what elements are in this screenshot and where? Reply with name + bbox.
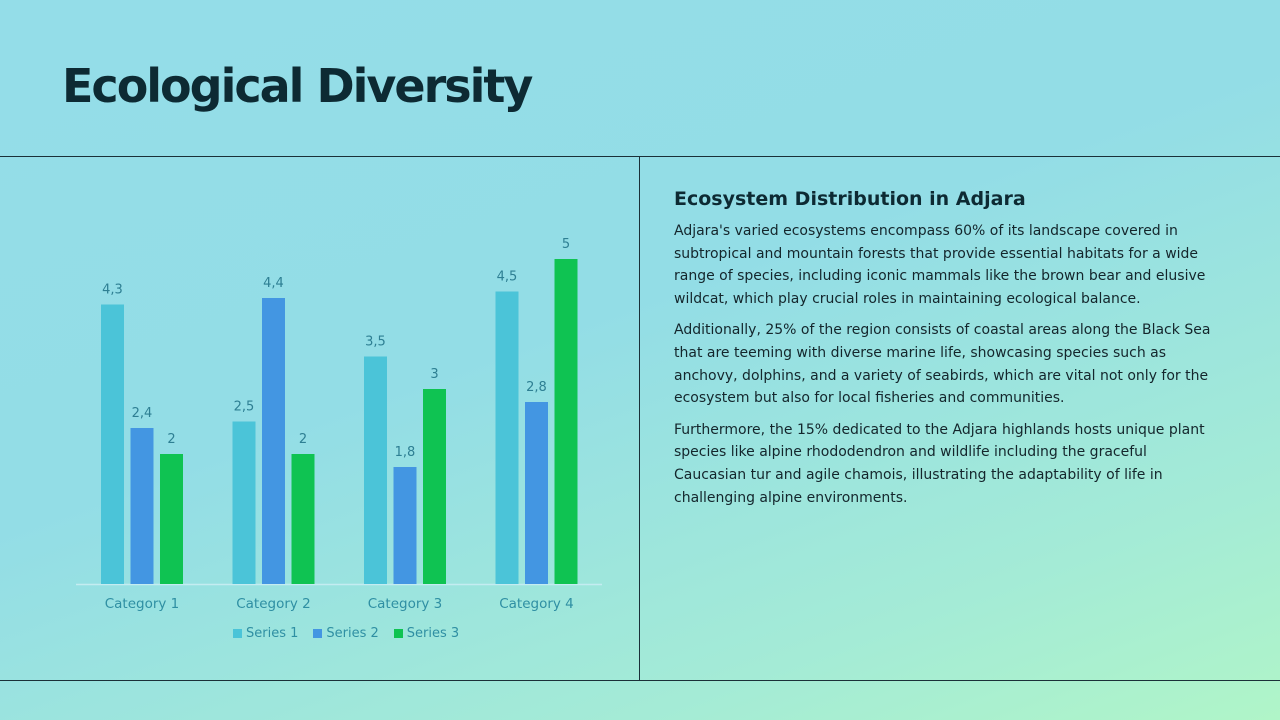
- data-label-series-2-category-1: 2,4: [132, 406, 153, 421]
- legend-item-series-2: Series 2: [313, 626, 379, 641]
- chart-legend: Series 1 Series 2 Series 3: [233, 626, 459, 641]
- panel-heading: Ecosystem Distribution in Adjara: [674, 188, 1026, 210]
- category-label-2: Category 2: [236, 596, 311, 612]
- legend-item-series-1: Series 1: [233, 626, 298, 641]
- paragraph-coastal: Additionally, 25% of the region consists…: [674, 322, 1211, 407]
- bar-series-2-category-2: [262, 298, 285, 584]
- data-label-series-2-category-2: 4,4: [263, 276, 284, 291]
- legend-label-series-1: Series 1: [246, 626, 299, 641]
- bar-series-3-category-3: [423, 389, 446, 584]
- category-label-1: Category 1: [105, 596, 180, 612]
- paragraph-highlands: Furthermore, the 15% dedicated to the Ad…: [674, 421, 1205, 506]
- legend-swatch-series-1: [233, 629, 242, 638]
- data-label-series-1-category-4: 4,5: [497, 270, 518, 285]
- legend-label-series-3: Series 3: [406, 626, 460, 641]
- data-label-series-1-category-1: 4,3: [102, 283, 123, 298]
- bar-series-1-category-1: [101, 304, 124, 584]
- data-label-series-2-category-3: 1,8: [395, 445, 416, 460]
- data-label-series-2-category-4: 2,8: [526, 380, 547, 395]
- category-label-3: Category 3: [368, 596, 443, 612]
- text-panel: Ecosystem Distribution in Adjara Adjara'…: [674, 188, 1219, 518]
- legend-swatch-series-3: [393, 629, 403, 638]
- data-label-series-3-category-4: 5: [562, 237, 570, 252]
- bar-series-1-category-2: [232, 421, 256, 584]
- data-label-series-3-category-3: 3: [430, 367, 438, 382]
- data-label-series-1-category-3: 3,5: [365, 335, 386, 350]
- legend-item-series-3: Series 3: [393, 626, 460, 641]
- bar-series-2-category-3: [393, 467, 417, 584]
- data-label-series-3-category-2: 2: [299, 432, 307, 447]
- category-label-4: Category 4: [499, 596, 574, 612]
- data-label-series-1-category-2: 2,5: [234, 400, 255, 415]
- paragraph-forests: Adjara's varied ecosystems encompass 60%…: [674, 223, 1206, 307]
- bar-series-3-category-1: [160, 454, 183, 584]
- bar-series-3-category-4: [554, 259, 578, 584]
- vertical-divider: [639, 156, 640, 681]
- bar-series-3-category-2: [291, 454, 315, 584]
- top-divider: [0, 156, 1280, 157]
- legend-label-series-2: Series 2: [326, 626, 379, 641]
- data-label-series-3-category-1: 2: [167, 432, 175, 447]
- bar-series-1-category-3: [364, 356, 387, 584]
- slide-title: Ecological Diversity: [62, 59, 533, 113]
- legend-swatch-series-2: [313, 629, 323, 638]
- bar-series-2-category-4: [525, 402, 548, 584]
- bar-series-2-category-1: [130, 428, 154, 584]
- bar-series-1-category-4: [495, 291, 519, 584]
- bar-chart: 4,3 2,4 2 Category 1 2,5 4,4 2 Category 2 3,5 1,8…: [76, 237, 602, 612]
- bottom-divider: [0, 680, 1280, 681]
